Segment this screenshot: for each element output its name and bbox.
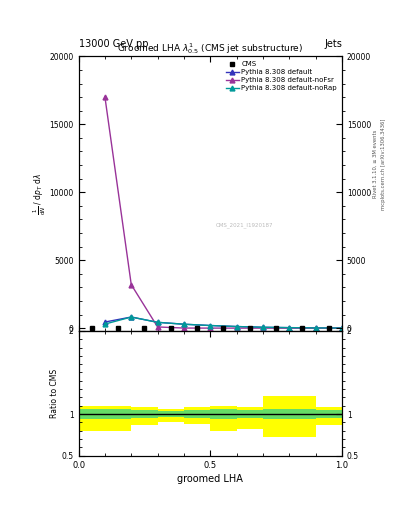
Pythia 8.308 default-noRap [155,319,160,326]
Pythia 8.308 default [103,319,107,325]
Text: Rivet 3.1.10, ≥ 3M events: Rivet 3.1.10, ≥ 3M events [373,130,378,198]
Pythia 8.308 default [129,314,134,320]
Pythia 8.308 default-noFsr [182,325,186,331]
Line: CMS: CMS [89,325,331,331]
Pythia 8.308 default [234,324,239,330]
CMS [168,325,173,331]
Pythia 8.308 default-noRap [313,325,318,331]
Pythia 8.308 default-noFsr [208,325,213,331]
Text: Jets: Jets [324,38,342,49]
Text: CMS_2021_I1920187: CMS_2021_I1920187 [215,223,273,228]
Line: Pythia 8.308 default: Pythia 8.308 default [103,314,344,330]
Legend: CMS, Pythia 8.308 default, Pythia 8.308 default-noFsr, Pythia 8.308 default-noRa: CMS, Pythia 8.308 default, Pythia 8.308 … [225,60,338,93]
Pythia 8.308 default-noFsr [287,325,292,331]
Y-axis label: Ratio to CMS: Ratio to CMS [50,369,59,418]
Pythia 8.308 default-noRap [261,324,265,330]
Pythia 8.308 default-noRap [103,321,107,327]
Y-axis label: $\frac{1}{\mathrm{d}N}$ / $\mathrm{d}p_T$ $\mathrm{d}\lambda$: $\frac{1}{\mathrm{d}N}$ / $\mathrm{d}p_T… [32,173,48,215]
Pythia 8.308 default-noFsr [103,94,107,100]
CMS [326,325,331,331]
Pythia 8.308 default-noFsr [234,325,239,331]
Pythia 8.308 default [287,325,292,331]
Text: 13000 GeV pp: 13000 GeV pp [79,38,148,49]
CMS [248,325,252,331]
Text: mcplots.cern.ch [arXiv:1306.3436]: mcplots.cern.ch [arXiv:1306.3436] [381,118,386,209]
Pythia 8.308 default-noRap [182,321,186,327]
Pythia 8.308 default-noRap [234,324,239,330]
Pythia 8.308 default-noRap [129,314,134,320]
Pythia 8.308 default [182,321,186,327]
CMS [116,325,120,331]
CMS [221,325,226,331]
Pythia 8.308 default-noRap [340,325,344,331]
Pythia 8.308 default-noFsr [155,324,160,330]
Pythia 8.308 default [340,325,344,331]
X-axis label: groomed LHA: groomed LHA [177,474,243,484]
Pythia 8.308 default-noRap [287,325,292,331]
CMS [90,325,94,331]
Pythia 8.308 default-noFsr [261,325,265,331]
Line: Pythia 8.308 default-noFsr: Pythia 8.308 default-noFsr [103,95,344,331]
Line: Pythia 8.308 default-noRap: Pythia 8.308 default-noRap [103,314,344,330]
CMS [142,325,147,331]
CMS [274,325,278,331]
CMS [195,325,200,331]
Pythia 8.308 default [261,324,265,330]
Title: Groomed LHA $\lambda^{1}_{0.5}$ (CMS jet substructure): Groomed LHA $\lambda^{1}_{0.5}$ (CMS jet… [117,41,303,56]
Pythia 8.308 default-noFsr [129,282,134,288]
Pythia 8.308 default [313,325,318,331]
Pythia 8.308 default-noFsr [313,325,318,331]
Pythia 8.308 default-noRap [208,323,213,329]
CMS [300,325,305,331]
Pythia 8.308 default [155,319,160,326]
Pythia 8.308 default [208,323,213,329]
Pythia 8.308 default-noFsr [340,325,344,331]
